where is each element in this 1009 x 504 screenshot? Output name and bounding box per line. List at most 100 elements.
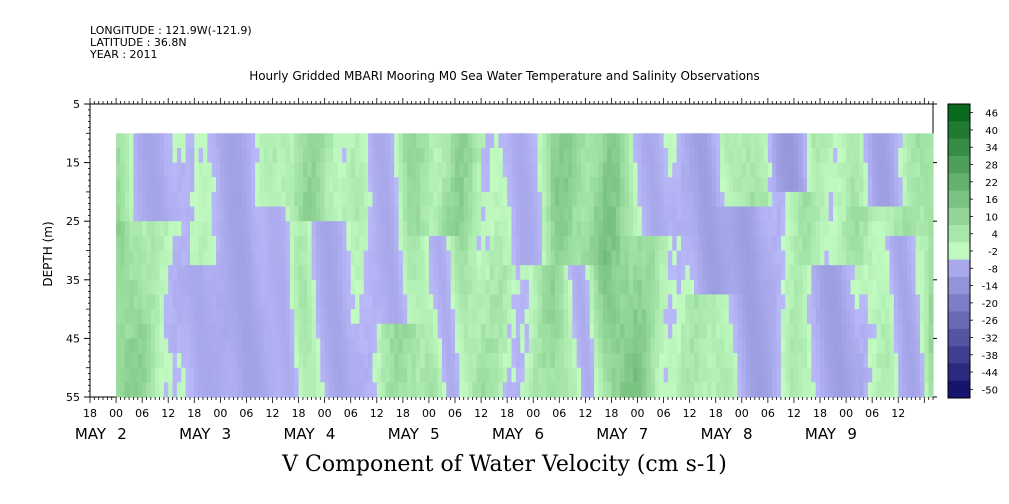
heatmap-cell [850, 294, 856, 310]
heatmap-cell [324, 323, 330, 339]
heatmap-cell [294, 338, 300, 354]
heatmap-cell [837, 309, 843, 325]
heatmap-cell [233, 338, 239, 354]
heatmap-cell [181, 338, 187, 354]
heatmap-cell [720, 206, 726, 222]
heatmap-cell [224, 353, 230, 369]
heatmap-cell [594, 133, 600, 149]
heatmap-cell [285, 162, 291, 178]
heatmap-cell [298, 265, 304, 281]
heatmap-cell [902, 177, 908, 193]
heatmap-cell [450, 162, 456, 178]
heatmap-cell [407, 279, 413, 296]
heatmap-cell [841, 309, 847, 325]
heatmap-cell [520, 338, 526, 354]
heatmap-cell [789, 177, 795, 193]
heatmap-cell [263, 279, 269, 296]
heatmap-cell [793, 191, 799, 208]
heatmap-cell [411, 147, 417, 164]
heatmap-cell [459, 265, 465, 281]
heatmap-cell [654, 265, 660, 281]
heatmap-cell [533, 147, 539, 164]
heatmap-cell [828, 250, 834, 266]
heatmap-cell [424, 382, 430, 398]
heatmap-cell [685, 353, 691, 369]
heatmap-cell [867, 235, 873, 252]
heatmap-cell [798, 133, 804, 149]
heatmap-cell [459, 206, 465, 222]
heatmap-cell [502, 367, 508, 383]
heatmap-cell [468, 338, 473, 354]
heatmap-cell [155, 279, 161, 296]
heatmap-cell [346, 177, 352, 193]
heatmap-cell [155, 221, 161, 237]
heatmap-cell [220, 338, 226, 354]
heatmap-cell [255, 279, 261, 296]
heatmap-cell [242, 279, 248, 296]
heatmap-cell [511, 162, 517, 178]
heatmap-cell [846, 367, 852, 383]
heatmap-cell [541, 279, 547, 296]
heatmap-cell [202, 221, 208, 237]
heatmap-cell [163, 177, 169, 193]
heatmap-cell [589, 177, 595, 193]
heatmap-cell [720, 235, 726, 252]
heatmap-cell [828, 265, 834, 281]
heatmap-cell [346, 367, 352, 383]
heatmap-cell [620, 250, 626, 266]
hour-tick-label: 18 [604, 407, 618, 420]
heatmap-cell [307, 250, 313, 266]
heatmap-cell [867, 162, 873, 178]
heatmap-cell [759, 221, 765, 237]
heatmap-cell [689, 367, 695, 383]
heatmap-cell [763, 250, 769, 266]
heatmap-cell [494, 133, 500, 149]
heatmap-cell [528, 294, 534, 310]
heatmap-cell [263, 235, 269, 252]
heatmap-cell [902, 191, 908, 208]
heatmap-cell [385, 191, 391, 208]
heatmap-cell [150, 206, 156, 222]
heatmap-cell [733, 177, 739, 193]
heatmap-cell [811, 265, 817, 281]
heatmap-cell [207, 367, 213, 383]
heatmap-cell [528, 162, 534, 178]
heatmap-cell [828, 235, 834, 252]
heatmap-cell [680, 191, 686, 208]
heatmap-cell [911, 191, 917, 208]
heatmap-cell [168, 309, 174, 325]
heatmap-cell [120, 147, 126, 164]
heatmap-cell [837, 279, 843, 296]
heatmap-cell [793, 250, 799, 266]
heatmap-cell [867, 206, 873, 222]
heatmap-cell [785, 162, 791, 178]
heatmap-cell [146, 206, 152, 222]
heatmap-cell [120, 323, 126, 339]
heatmap-cell [698, 382, 704, 398]
heatmap-cell [259, 162, 265, 178]
heatmap-cell [272, 191, 278, 208]
heatmap-cell [372, 147, 378, 164]
heatmap-cell [524, 191, 530, 208]
heatmap-cell [919, 147, 925, 164]
heatmap-cell [676, 338, 682, 354]
heatmap-cell [815, 265, 821, 281]
heatmap-cell [589, 367, 595, 383]
heatmap-cell [159, 147, 165, 164]
heatmap-cell [885, 133, 891, 149]
heatmap-cell [741, 221, 747, 237]
heatmap-cell [211, 147, 217, 164]
heatmap-cell [376, 235, 382, 252]
heatmap-cell [176, 191, 182, 208]
heatmap-cell [441, 221, 447, 237]
heatmap-cell [424, 133, 430, 149]
heatmap-cell [142, 309, 148, 325]
heatmap-cell [654, 279, 660, 296]
heatmap-cell [394, 206, 400, 222]
heatmap-cell [216, 133, 221, 149]
heatmap-cell [494, 323, 500, 339]
heatmap-cell [928, 382, 934, 398]
heatmap-cell [928, 338, 934, 354]
heatmap-cell [741, 235, 747, 252]
heatmap-cell [806, 309, 812, 325]
